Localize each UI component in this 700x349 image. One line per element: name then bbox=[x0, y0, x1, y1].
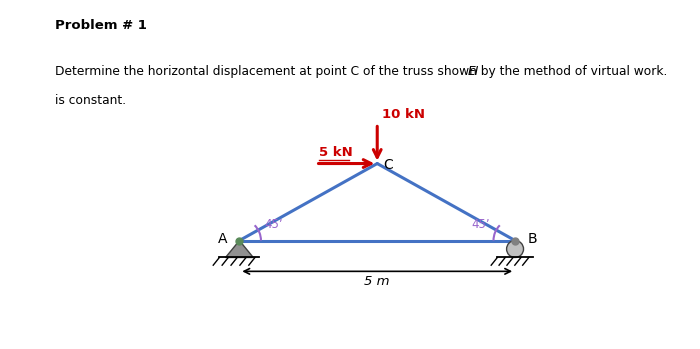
Text: 5 kN: 5 kN bbox=[319, 146, 354, 159]
Polygon shape bbox=[225, 240, 253, 258]
Text: C: C bbox=[384, 158, 393, 172]
Circle shape bbox=[507, 240, 524, 258]
Text: 45ʼ: 45ʼ bbox=[264, 218, 283, 231]
Text: 10 kN: 10 kN bbox=[382, 108, 425, 121]
Text: B: B bbox=[527, 232, 537, 246]
Text: A: A bbox=[218, 232, 227, 246]
Text: EI: EI bbox=[468, 65, 479, 77]
Text: Determine the horizontal displacement at point C of the truss shown by the metho: Determine the horizontal displacement at… bbox=[55, 65, 671, 77]
Text: is constant.: is constant. bbox=[55, 94, 127, 107]
Text: Problem # 1: Problem # 1 bbox=[55, 19, 147, 32]
Text: 5 m: 5 m bbox=[365, 275, 390, 288]
Text: 45ʼ: 45ʼ bbox=[472, 218, 491, 231]
